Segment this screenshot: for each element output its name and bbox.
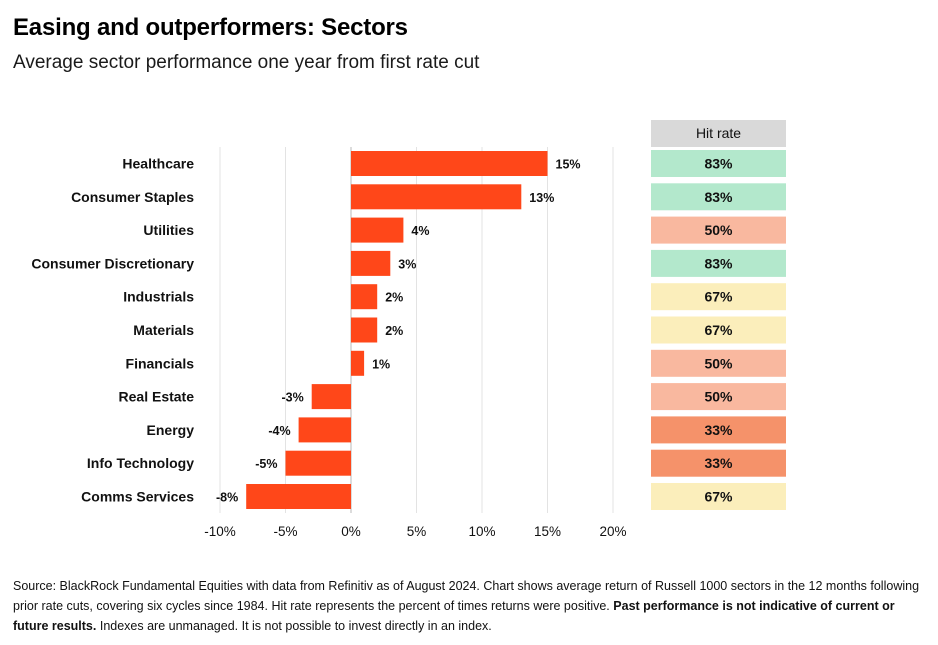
bar	[351, 217, 404, 243]
hit-rate-cell	[651, 449, 786, 477]
category-label: Materials	[133, 322, 194, 338]
category-label: Utilities	[143, 222, 194, 238]
value-label: 2%	[385, 291, 403, 305]
x-tick-label: 5%	[407, 524, 427, 539]
category-label: Real Estate	[119, 389, 195, 405]
value-label: -3%	[281, 391, 303, 405]
hit-rate-value: 67%	[704, 289, 733, 305]
value-label: 15%	[556, 158, 581, 172]
category-label: Financials	[126, 355, 195, 371]
bar	[298, 417, 351, 443]
hit-rate-cell	[651, 316, 786, 344]
hit-rate-value: 50%	[704, 355, 733, 371]
hit-rate-cell	[651, 383, 786, 411]
hit-rate-value: 33%	[704, 455, 733, 471]
value-label: 4%	[411, 224, 429, 238]
source-disclaimer: Past performance is not indicative of cu…	[13, 599, 895, 633]
hit-rate-value: 33%	[704, 422, 733, 438]
hit-rate-value: 67%	[704, 489, 733, 505]
hit-rate-value: 83%	[704, 156, 733, 172]
hit-rate-cell	[651, 183, 786, 211]
source-note: Source: BlackRock Fundamental Equities w…	[13, 576, 925, 636]
category-label: Consumer Staples	[71, 189, 194, 205]
value-label: 1%	[372, 357, 390, 371]
hit-rate-cell	[651, 349, 786, 377]
hit-rate-value: 83%	[704, 189, 733, 205]
bar	[311, 384, 351, 410]
category-label: Energy	[147, 422, 195, 438]
bar	[351, 250, 391, 276]
source-tail: Indexes are unmanaged. It is not possibl…	[99, 619, 492, 633]
bar	[351, 317, 378, 343]
x-tick-label: 20%	[599, 524, 626, 539]
bar	[351, 284, 378, 310]
category-label: Comms Services	[81, 489, 194, 505]
value-label: -8%	[216, 491, 238, 505]
hit-rate-value: 50%	[704, 222, 733, 238]
chart-title: Easing and outperformers: Sectors	[13, 14, 408, 41]
value-label: -4%	[268, 424, 290, 438]
hit-rate-cell	[651, 483, 786, 510]
x-tick-label: -10%	[204, 524, 236, 539]
hit-rate-cell	[651, 150, 786, 177]
category-label: Info Technology	[87, 455, 194, 471]
hit-rate-cell	[651, 283, 786, 311]
hit-rate-header: Hit rate	[696, 125, 741, 141]
hit-rate-cell	[651, 416, 786, 444]
hit-rate-cell	[651, 216, 786, 244]
hit-rate-value: 50%	[704, 389, 733, 405]
sector-bar-chart: -10% -5% 0% 5% 10% 15% 20% Healthcare 15% Consume…	[31, 120, 786, 539]
x-tick-label: 0%	[341, 524, 361, 539]
hit-rate-value: 67%	[704, 322, 733, 338]
bar	[351, 350, 365, 376]
source-text: Source: BlackRock Fundamental Equities w…	[13, 579, 920, 613]
x-tick-label: -5%	[273, 524, 297, 539]
category-label: Consumer Discretionary	[31, 255, 194, 271]
value-label: -5%	[255, 457, 277, 471]
x-tick-label: 10%	[468, 524, 495, 539]
value-label: 3%	[398, 257, 416, 271]
bar	[351, 184, 522, 210]
value-label: 2%	[385, 324, 403, 338]
bar	[246, 484, 351, 509]
x-tick-label: 15%	[534, 524, 561, 539]
chart-subtitle: Average sector performance one year from…	[13, 52, 480, 73]
category-label: Industrials	[123, 289, 194, 305]
bar	[351, 151, 548, 176]
hit-rate-value: 83%	[704, 255, 733, 271]
category-label: Healthcare	[122, 156, 194, 172]
hit-rate-cell	[651, 249, 786, 277]
hit-rate-header-bg	[651, 120, 786, 147]
bar	[285, 450, 351, 476]
value-label: 13%	[529, 191, 554, 205]
